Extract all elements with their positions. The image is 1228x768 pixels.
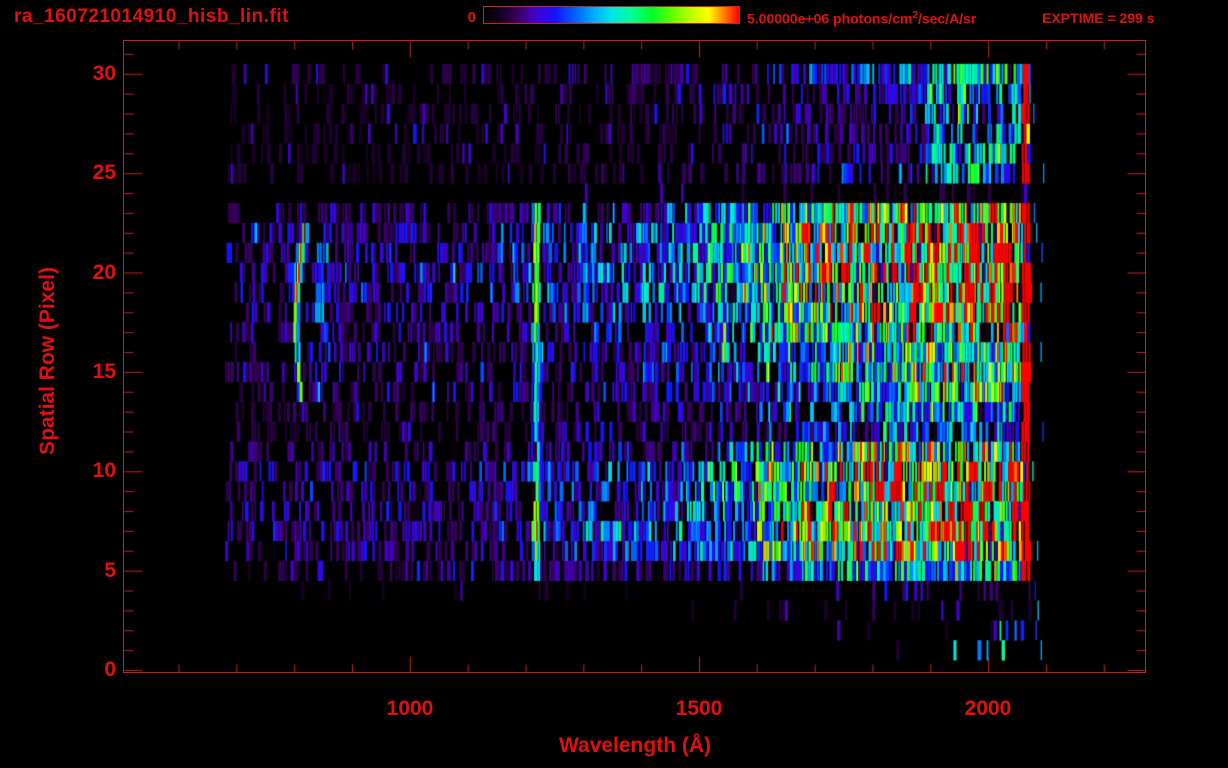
y-axis-label: Spatial Row (Pixel) [36, 267, 59, 455]
exptime-label: EXPTIME = 299 s [1042, 10, 1155, 26]
colorbar-units-exponent: 2 [912, 10, 918, 21]
y-tick-label-20: 20 [92, 261, 116, 284]
colorbar-units-suffix: /sec/A/sr [917, 10, 977, 27]
colorbar-min-label: 0 [467, 9, 476, 26]
y-tick-label-0: 0 [104, 658, 116, 681]
y-tick-label-15: 15 [92, 360, 116, 383]
colorbar [483, 6, 740, 24]
y-tick-label-30: 30 [92, 62, 116, 85]
filename-title: ra_160721014910_hisb_lin.fit [14, 6, 289, 27]
y-tick-label-5: 5 [104, 559, 116, 582]
x-tick-label-2000: 2000 [964, 697, 1012, 720]
x-axis-label: Wavelength (Å) [558, 734, 712, 757]
y-tick-label-10: 10 [92, 459, 116, 482]
y-tick-label-25: 25 [92, 161, 116, 184]
x-tick-label-1000: 1000 [386, 697, 434, 720]
colorbar-max-value: 5.00000e+06 photons/cm [747, 10, 913, 27]
spectral-heatmap-canvas [124, 41, 1145, 672]
x-tick-label-1500: 1500 [675, 697, 723, 720]
colorbar-max-label: 5.00000e+06 photons/cm2/sec/A/sr [747, 10, 976, 27]
